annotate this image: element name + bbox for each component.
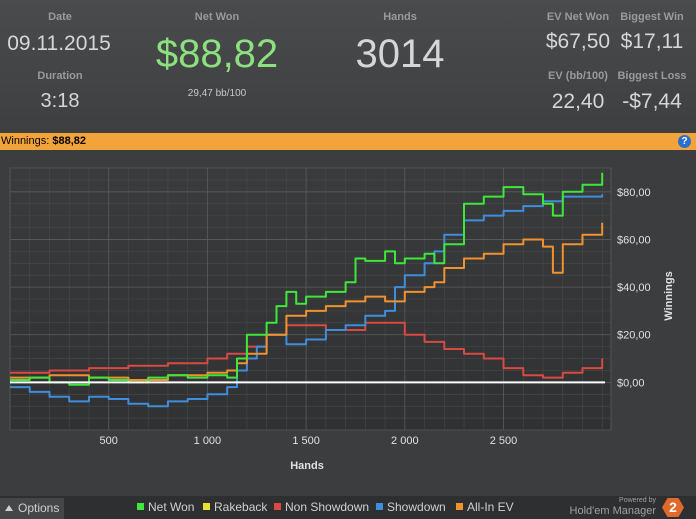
hem2-logo-icon: 2 xyxy=(662,498,684,517)
brand: Powered by Hold'em Manager xyxy=(570,496,656,518)
x-axis-label: Hands xyxy=(290,460,324,472)
legend-non-showdown[interactable]: Non Showdown xyxy=(274,500,369,514)
legend-swatch-all-in-ev xyxy=(456,503,463,510)
biggest-loss-value: -$7,44 xyxy=(622,90,682,113)
legend-swatch-rakeback xyxy=(203,503,210,510)
series-line-non-showdown xyxy=(10,321,604,379)
triangle-up-icon xyxy=(5,505,13,511)
hands-label: Hands xyxy=(383,11,417,23)
x-tick-label: 2 500 xyxy=(490,435,518,447)
ev-bb-label: EV (bb/100) xyxy=(548,70,608,82)
y-tick-label: $40,00 xyxy=(617,282,651,294)
ev-bb-value: 22,40 xyxy=(551,90,605,113)
y-axis-label: Winnings xyxy=(663,271,675,320)
biggest-loss-label: Biggest Loss xyxy=(617,70,687,82)
options-button[interactable]: Options xyxy=(0,498,64,519)
winnings-banner: Winnings: $88,82 ? xyxy=(0,133,696,150)
legend-label-all-in-ev: All-In EV xyxy=(467,500,514,514)
ev-net-won-label: EV Net Won xyxy=(546,11,610,23)
hands-value: 3014 xyxy=(355,32,445,76)
date-value: 09.11.2015 xyxy=(7,32,111,55)
options-label: Options xyxy=(18,501,60,515)
ev-net-won-value: $67,50 xyxy=(545,30,611,53)
winnings-label: Winnings: xyxy=(1,135,50,147)
net-won-value: $88,82 xyxy=(155,32,279,76)
legend-all-in-ev[interactable]: All-In EV xyxy=(456,500,514,514)
x-tick-label: 500 xyxy=(100,435,118,447)
y-tick-label: $20,00 xyxy=(617,330,651,342)
winnings-value: $88,82 xyxy=(52,135,87,147)
footer-bar: Options Net Won Rakeback Non Showdown Sh… xyxy=(0,496,696,519)
stats-panel: Date 09.11.2015 Duration 3:18 Net Won $8… xyxy=(0,0,696,133)
legend-label-rakeback: Rakeback xyxy=(214,500,268,514)
date-label: Date xyxy=(48,11,72,23)
bb-per-100-value: 29,47 bb/100 xyxy=(187,88,247,99)
duration-value: 3:18 xyxy=(40,90,80,112)
winnings-text: Winnings: $88,82 xyxy=(1,133,86,150)
duration-label: Duration xyxy=(37,70,83,82)
legend-label-non-showdown: Non Showdown xyxy=(285,500,370,514)
series-line-showdown xyxy=(10,194,604,408)
legend-showdown[interactable]: Showdown xyxy=(376,500,446,514)
legend-swatch-showdown xyxy=(376,503,383,510)
powered-by-text: Powered by xyxy=(619,497,656,504)
net-won-label: Net Won xyxy=(194,11,240,23)
help-icon[interactable]: ? xyxy=(678,135,691,148)
winnings-chart-svg: $0,00 $20,00 $40,00 $60,00 $80,00 500 1 000 1 5… xyxy=(9,167,675,472)
legend-swatch-non-showdown xyxy=(274,503,281,510)
x-tick-label: 2 000 xyxy=(391,435,419,447)
x-tick-label: 1 500 xyxy=(292,435,320,447)
biggest-win-label: Biggest Win xyxy=(620,11,684,23)
y-tick-label: $60,00 xyxy=(617,234,651,246)
y-tick-label: $0,00 xyxy=(617,377,645,389)
legend-swatch-net-won xyxy=(137,503,144,510)
y-tick-label: $80,00 xyxy=(617,187,651,199)
x-tick-label: 1 000 xyxy=(194,435,222,447)
legend-rakeback[interactable]: Rakeback xyxy=(203,500,267,514)
winnings-chart: $0,00 $20,00 $40,00 $60,00 $80,00 500 1 000 1 5… xyxy=(0,150,696,496)
legend-label-net-won: Net Won xyxy=(148,500,195,514)
biggest-win-value: $17,11 xyxy=(620,30,684,53)
legend-net-won[interactable]: Net Won xyxy=(137,500,194,514)
brand-name: Hold'em Manager xyxy=(569,505,656,517)
legend-label-showdown: Showdown xyxy=(387,500,446,514)
